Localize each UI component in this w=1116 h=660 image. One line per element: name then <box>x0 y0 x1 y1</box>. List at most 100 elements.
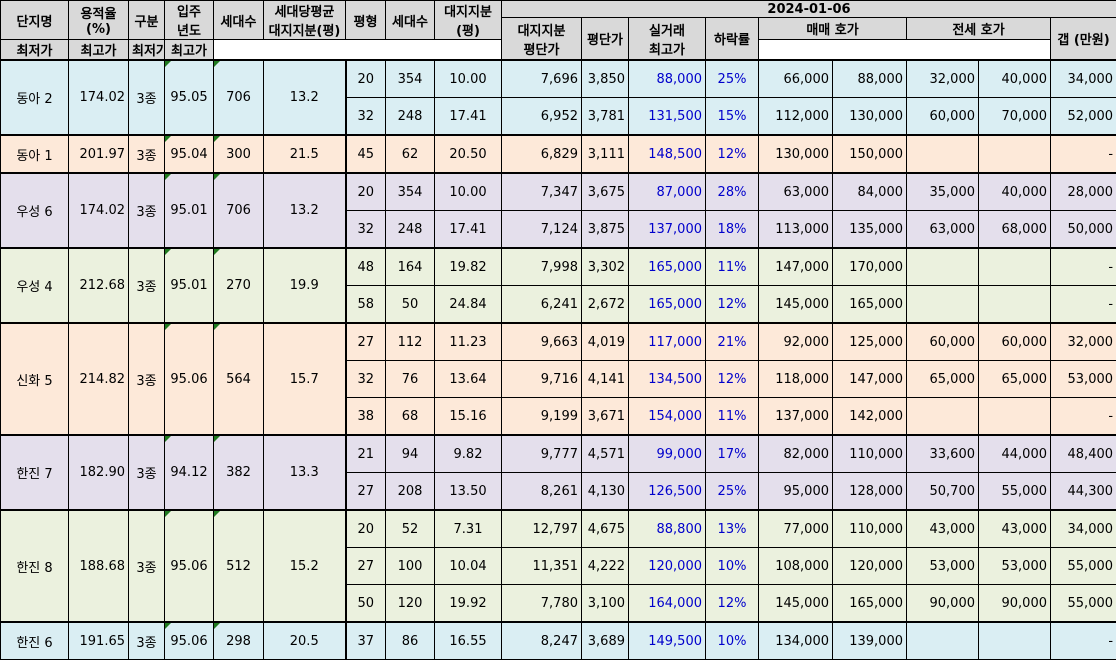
cell-gap: - <box>1051 135 1116 173</box>
cell-j-min: 35,000 <box>907 173 979 211</box>
cell-j-max: 55,000 <box>979 473 1051 511</box>
cell-land-price: 8,261 <box>502 473 582 511</box>
cell-sale-min: 137,000 <box>759 398 833 436</box>
cell-j-max: 60,000 <box>979 323 1051 361</box>
far-value: 201.97 <box>69 135 129 173</box>
cell-land: 20.50 <box>435 135 502 173</box>
cell-sale-min: 66,000 <box>759 60 833 98</box>
cell-sale-max: 110,000 <box>833 510 907 548</box>
cell-drop: 10% <box>706 622 759 660</box>
cell-sale-min: 92,000 <box>759 323 833 361</box>
year-value: 95.01 <box>165 173 214 248</box>
cell-land-price: 9,777 <box>502 435 582 473</box>
cell-sale-max: 170,000 <box>833 248 907 286</box>
cell-land-price: 7,998 <box>502 248 582 286</box>
cell-drop: 13% <box>706 510 759 548</box>
cell-sale-min: 113,000 <box>759 211 833 249</box>
complex-name: 우성 6 <box>1 173 69 248</box>
cell-j-max: 44,000 <box>979 435 1051 473</box>
header-max-trade: 실거래 최고가 <box>629 18 706 61</box>
far-value: 212.68 <box>69 248 129 323</box>
cell-j-max: 53,000 <box>979 548 1051 585</box>
far-value: 182.90 <box>69 435 129 510</box>
complex-name: 동아 2 <box>1 60 69 135</box>
cell-gap: 32,000 <box>1051 323 1116 361</box>
cell-max-trade: 99,000 <box>629 435 706 473</box>
cell-sale-min: 77,000 <box>759 510 833 548</box>
zone-value: 3종 <box>129 510 165 622</box>
cell-sale-max: 165,000 <box>833 585 907 623</box>
cell-drop: 15% <box>706 98 759 136</box>
cell-j-max <box>979 286 1051 324</box>
cell-j-min: 63,000 <box>907 211 979 249</box>
cell-units: 120 <box>386 585 435 623</box>
units-value: 300 <box>214 135 264 173</box>
cell-drop: 18% <box>706 211 759 249</box>
cell-j-min <box>907 622 979 660</box>
cell-units: 354 <box>386 173 435 211</box>
cell-gap: 44,300 <box>1051 473 1116 511</box>
cell-gap: - <box>1051 248 1116 286</box>
cell-price-per: 4,571 <box>582 435 629 473</box>
avg-land-value: 13.2 <box>264 60 346 135</box>
cell-size: 32 <box>346 211 386 249</box>
cell-drop: 25% <box>706 473 759 511</box>
year-value: 95.01 <box>165 248 214 323</box>
cell-land: 11.23 <box>435 323 502 361</box>
header-complex: 단지명 <box>1 1 69 40</box>
cell-j-max: 90,000 <box>979 585 1051 623</box>
zone-value: 3종 <box>129 60 165 135</box>
complex-name: 동아 1 <box>1 135 69 173</box>
cell-sale-max: 125,000 <box>833 323 907 361</box>
cell-max-trade: 88,800 <box>629 510 706 548</box>
cell-sale-max: 135,000 <box>833 211 907 249</box>
cell-price-per: 2,672 <box>582 286 629 324</box>
header-avg-land-text: 세대당평균 대지지분(평) <box>269 5 341 39</box>
header-zone: 구분 <box>129 1 165 40</box>
far-value: 191.65 <box>69 622 129 660</box>
cell-units: 248 <box>386 211 435 249</box>
year-value: 95.06 <box>165 510 214 622</box>
cell-size: 32 <box>346 361 386 398</box>
header-jeonse-max: 최고가 <box>165 40 214 61</box>
complex-name: 한진 8 <box>1 510 69 622</box>
cell-land-price: 7,696 <box>502 60 582 98</box>
cell-j-min: 33,600 <box>907 435 979 473</box>
cell-land: 19.92 <box>435 585 502 623</box>
header-land-price: 대지지분 평단가 <box>502 18 582 61</box>
complex-name: 한진 7 <box>1 435 69 510</box>
cell-max-trade: 87,000 <box>629 173 706 211</box>
header-sale-max: 최고가 <box>69 40 129 61</box>
cell-price-per: 3,111 <box>582 135 629 173</box>
cell-sale-max: 130,000 <box>833 98 907 136</box>
complex-name: 한진 6 <box>1 622 69 660</box>
cell-j-min: 65,000 <box>907 361 979 398</box>
cell-land: 13.64 <box>435 361 502 398</box>
cell-max-trade: 149,500 <box>629 622 706 660</box>
cell-drop: 17% <box>706 435 759 473</box>
cell-land: 13.50 <box>435 473 502 511</box>
cell-land-price: 7,124 <box>502 211 582 249</box>
header-size: 평형 <box>346 1 386 40</box>
cell-j-max: 68,000 <box>979 211 1051 249</box>
cell-max-trade: 88,000 <box>629 60 706 98</box>
cell-gap: 52,000 <box>1051 98 1116 136</box>
cell-drop: 11% <box>706 398 759 436</box>
header-far: 용적율 (%) <box>69 1 129 40</box>
cell-max-trade: 165,000 <box>629 286 706 324</box>
cell-sale-max: 110,000 <box>833 435 907 473</box>
cell-land: 7.31 <box>435 510 502 548</box>
cell-sale-min: 82,000 <box>759 435 833 473</box>
cell-land: 16.55 <box>435 622 502 660</box>
cell-drop: 21% <box>706 323 759 361</box>
cell-units: 86 <box>386 622 435 660</box>
cell-j-min: 32,000 <box>907 60 979 98</box>
year-value: 95.05 <box>165 60 214 135</box>
cell-j-min <box>907 135 979 173</box>
avg-land-value: 15.7 <box>264 323 346 435</box>
cell-size: 48 <box>346 248 386 286</box>
cell-units: 112 <box>386 323 435 361</box>
